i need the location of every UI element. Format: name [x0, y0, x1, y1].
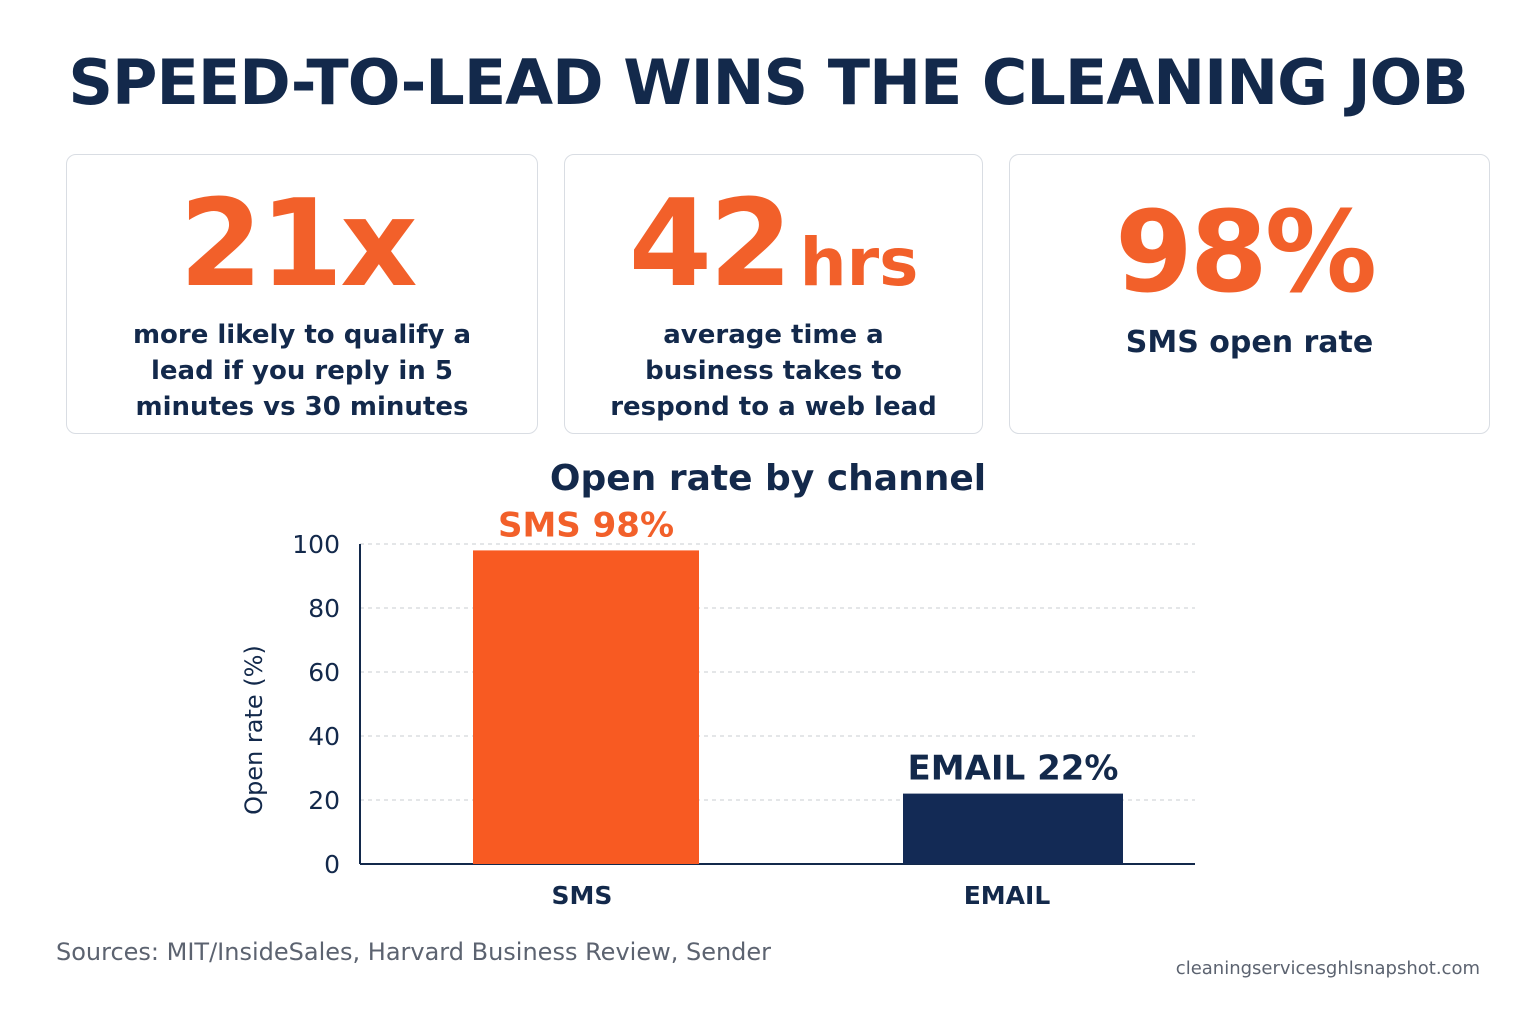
stat-card-response-time: 42 hrs average time a business takes to r…: [564, 154, 983, 434]
stat-value: 98%: [1010, 197, 1489, 309]
chart-title: Open rate by channel: [549, 458, 987, 499]
x-category-label: SMS: [552, 881, 613, 910]
stat-unit: hrs: [799, 224, 919, 301]
stat-value: 42 hrs: [565, 185, 982, 305]
bar-email: [903, 793, 1123, 864]
stat-number: 21x: [179, 175, 417, 314]
x-category-label: EMAIL: [964, 881, 1051, 910]
bar-sms: [473, 550, 699, 864]
y-tick-label: 40: [308, 722, 340, 751]
site-url: cleaningservicesghlsnapshot.com: [1175, 958, 1480, 979]
stat-number: 98%: [1114, 188, 1377, 318]
stat-value: 21x: [67, 185, 537, 305]
data-label: EMAIL 22%: [908, 749, 1119, 789]
stat-card-qualify: 21x more likely to qualify a lead if you…: [66, 154, 538, 434]
stat-card-sms-open-rate: 98% SMS open rate: [1009, 154, 1490, 434]
stat-description: more likely to qualify a lead if you rep…: [132, 320, 472, 422]
stat-description: SMS open rate: [1125, 325, 1374, 360]
headline: SPEED-TO-LEAD WINS THE CLEANING JOB: [68, 46, 1468, 119]
y-tick-label: 0: [324, 850, 340, 879]
y-tick-label: 60: [308, 658, 340, 687]
sources-note: Sources: MIT/InsideSales, Harvard Busine…: [56, 938, 772, 966]
stat-number: 42: [628, 175, 793, 314]
data-label: SMS 98%: [498, 505, 674, 545]
y-tick-label: 100: [292, 530, 340, 559]
y-tick-label: 80: [308, 594, 340, 623]
y-tick-label: 20: [308, 786, 340, 815]
y-axis-label: Open rate (%): [240, 645, 268, 815]
stat-description: average time a business takes to respond…: [610, 320, 937, 422]
